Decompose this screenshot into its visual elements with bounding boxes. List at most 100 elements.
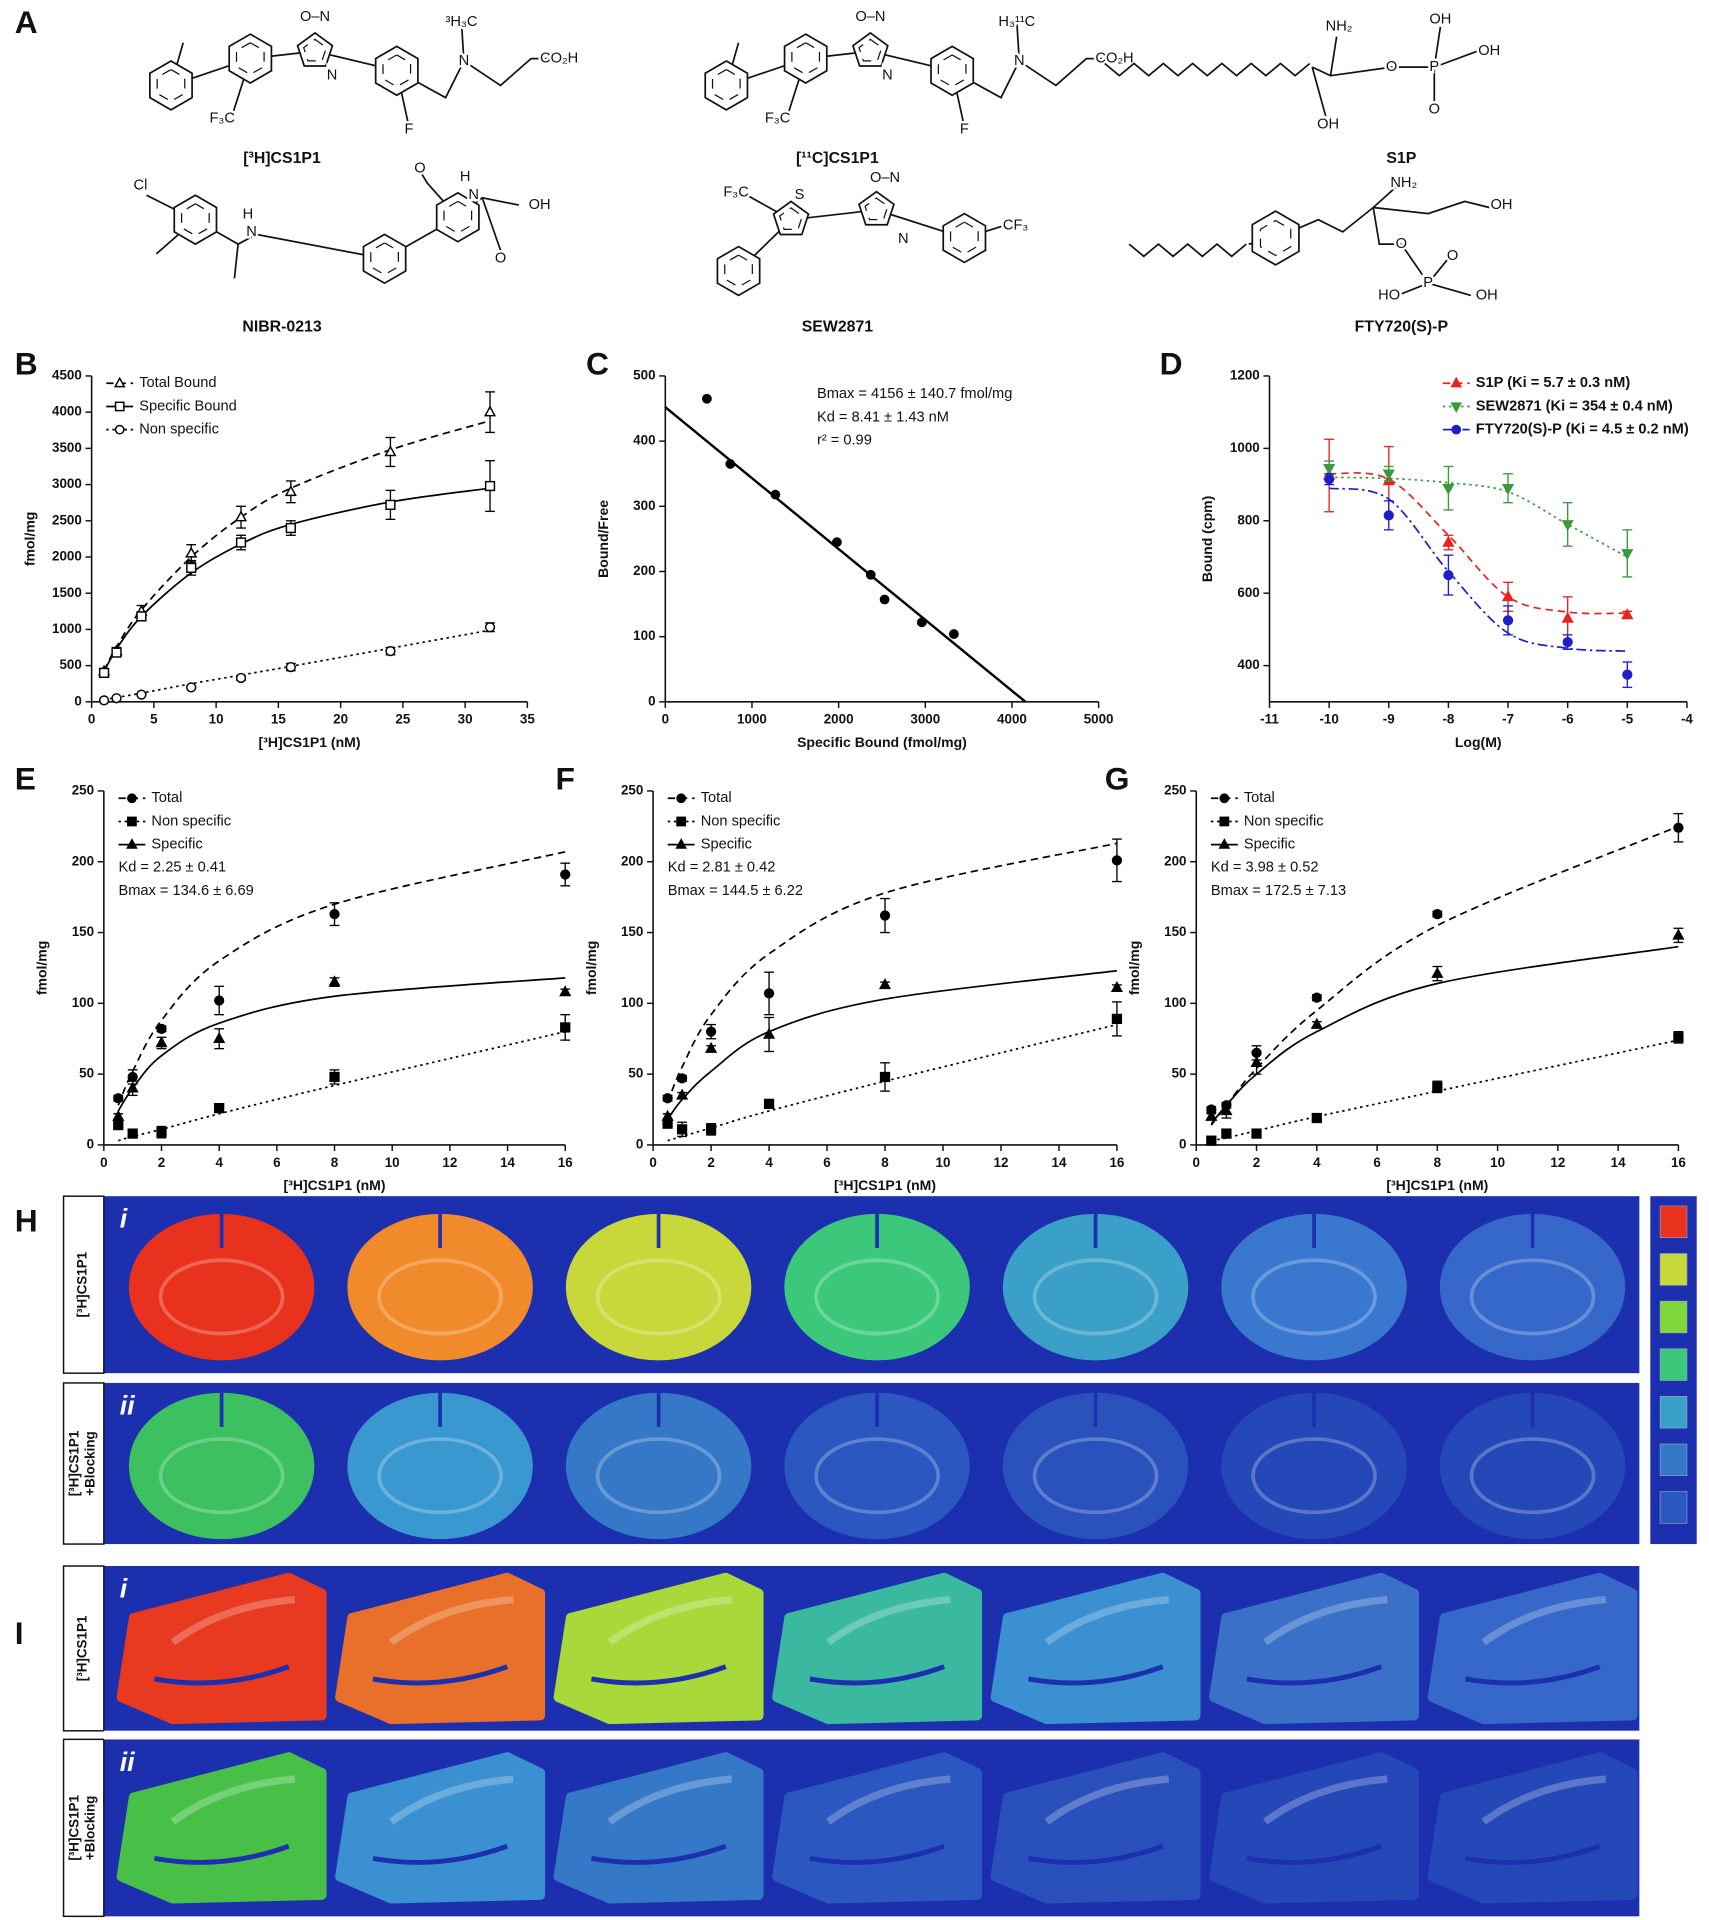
panel-letter: B — [15, 346, 38, 382]
fit-curve — [103, 420, 491, 672]
brain-detail — [1251, 1258, 1377, 1336]
brain-detail — [1251, 1437, 1377, 1515]
marker — [185, 546, 198, 558]
x-tick-label: 0 — [1193, 1155, 1200, 1170]
ring — [858, 190, 895, 226]
panel-letter: I — [15, 1615, 24, 1651]
row-label: +Blocking — [83, 1796, 98, 1860]
panel-letter: D — [1160, 346, 1183, 382]
atom-label: OH — [1490, 197, 1512, 213]
marker — [329, 1071, 340, 1083]
marker — [1218, 838, 1231, 849]
marker — [560, 1022, 571, 1033]
y-tick-label: 0 — [1179, 1136, 1186, 1151]
marker — [1323, 464, 1336, 476]
brain-ventricle — [1027, 1843, 1164, 1865]
x-tick-label: 15 — [271, 712, 286, 727]
x-tick-label: 5000 — [1084, 712, 1114, 727]
bond — [170, 50, 397, 87]
x-tick-label: -9 — [1383, 712, 1395, 727]
fit-curve — [1211, 1039, 1679, 1142]
atom-label: N — [882, 68, 893, 84]
marker — [329, 909, 340, 920]
atom-label: P — [1423, 275, 1433, 291]
label-box — [62, 1565, 105, 1732]
y-tick-label: 800 — [1237, 512, 1259, 527]
x-tick-label: 5 — [150, 712, 158, 727]
ring — [772, 200, 810, 236]
atom-label: O — [414, 160, 425, 176]
marker — [1250, 1056, 1263, 1068]
atom-label: N — [468, 187, 479, 203]
marker — [284, 485, 297, 497]
fit-curve — [667, 1023, 1118, 1142]
marker — [234, 510, 248, 522]
marker — [111, 693, 122, 704]
legend-label: Total Bound — [139, 375, 216, 391]
legend-label: SEW2871 (Ki = 354 ± 0.4 nM) — [1476, 398, 1673, 414]
legend-label: Total — [1244, 790, 1275, 806]
atom-label: OH — [529, 197, 551, 213]
marker — [675, 838, 687, 849]
row-label: [³H]CS1P1 — [75, 1251, 90, 1317]
brain-ventricle — [809, 1664, 946, 1686]
marker — [1251, 1128, 1262, 1139]
brain-section — [1002, 1392, 1189, 1540]
x-tick-label: 8 — [1434, 1155, 1442, 1170]
y-axis-label: fmol/mg — [21, 512, 37, 567]
brain-section — [128, 1392, 315, 1540]
brain-section — [1221, 1213, 1407, 1361]
marker — [385, 646, 396, 657]
marker — [155, 1036, 168, 1048]
row-label: [³H]CS1P1 — [67, 1430, 82, 1496]
ring — [296, 31, 334, 67]
marker — [1561, 611, 1574, 623]
x-tick-label: 2000 — [824, 712, 854, 727]
brain-detail — [1263, 1775, 1388, 1825]
brain-detail — [814, 1258, 940, 1336]
marker — [1450, 376, 1463, 388]
x-tick-label: 2 — [707, 1155, 714, 1170]
brain-detail — [1044, 1775, 1170, 1825]
ring-inner — [778, 207, 804, 230]
marker — [111, 647, 122, 658]
x-tick-label: 10 — [209, 712, 224, 727]
brain-detail — [826, 1595, 951, 1646]
point — [949, 629, 959, 639]
legend-label: Non specific — [1244, 813, 1324, 829]
brain-detail — [814, 1437, 940, 1515]
marker — [1221, 1128, 1232, 1139]
marker — [1431, 966, 1444, 978]
row-numeral: ii — [120, 1747, 135, 1777]
atom-label: F — [405, 121, 414, 137]
y-axis-label: fmol/mg — [1126, 941, 1142, 996]
marker — [763, 1098, 775, 1109]
marker — [1311, 1112, 1322, 1124]
x-tick-label: 0 — [88, 712, 95, 727]
compound-name: FTY720(S)-P — [1355, 318, 1449, 335]
marker — [214, 995, 225, 1006]
marker — [136, 689, 147, 700]
brain-ventricle — [1027, 1664, 1164, 1686]
y-tick-label: 0 — [648, 693, 655, 708]
legend-label: Total — [701, 790, 732, 806]
y-tick-label: 1500 — [52, 585, 82, 600]
bond — [1427, 282, 1472, 297]
atom-label: OH — [1317, 116, 1339, 132]
x-tick-label: 3000 — [910, 712, 940, 727]
atom-label: F₃C — [765, 110, 790, 126]
brain-detail — [389, 1595, 514, 1646]
atom-label: O — [495, 251, 506, 267]
x-tick-label: 4000 — [997, 712, 1027, 727]
brain-ventricle — [154, 1664, 290, 1686]
legend-label: S1P (Ki = 5.7 ± 0.3 nM) — [1476, 375, 1631, 391]
marker — [385, 499, 396, 510]
x-tick-label: -10 — [1319, 712, 1338, 727]
brain-section — [784, 1213, 970, 1361]
y-tick-label: 200 — [633, 563, 655, 578]
x-tick-label: -5 — [1621, 712, 1633, 727]
marker — [1450, 402, 1463, 413]
fit-curve — [117, 976, 566, 1112]
marker — [1220, 1104, 1233, 1116]
fit-curve — [666, 842, 1118, 1103]
